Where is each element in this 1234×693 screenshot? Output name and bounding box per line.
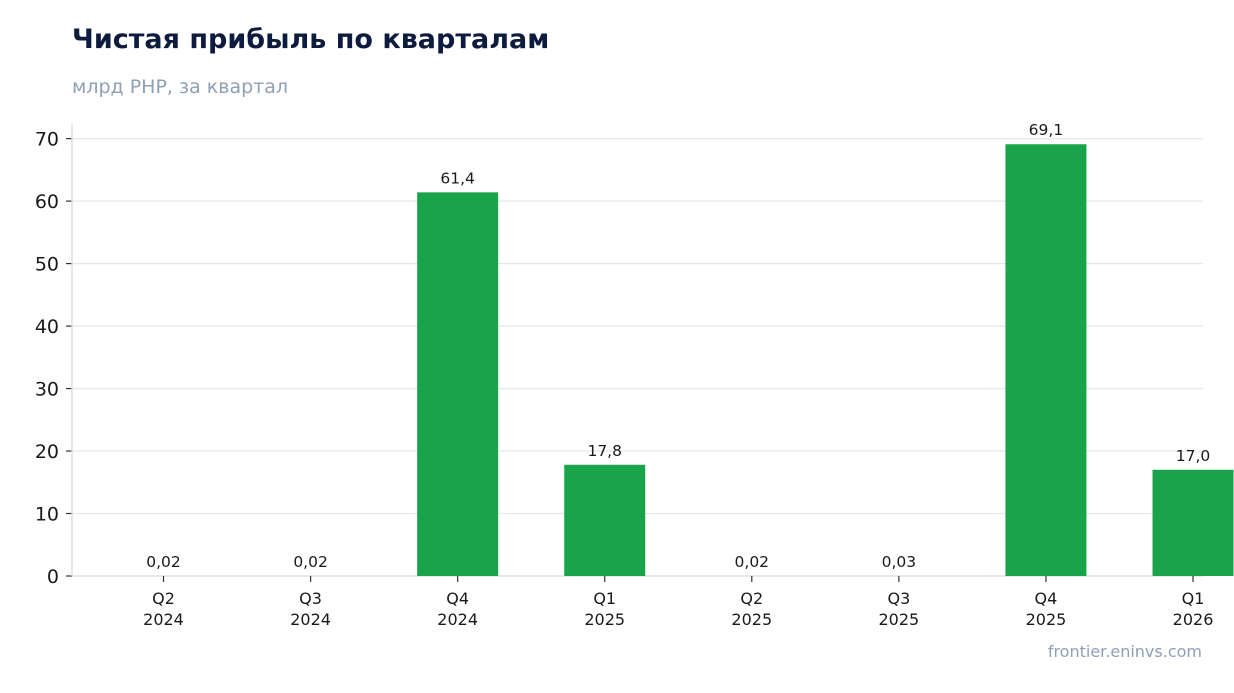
y-tick-label: 50 <box>35 254 59 276</box>
x-tick-label: 2024 <box>437 610 478 629</box>
bar <box>417 192 499 576</box>
y-tick-label: 40 <box>35 316 59 338</box>
x-tick-label: Q4 <box>446 589 469 608</box>
x-tick-label: 2026 <box>1173 610 1214 629</box>
x-tick-label: Q3 <box>299 589 322 608</box>
data-label: 0,03 <box>882 553 917 571</box>
data-label: 17,0 <box>1176 447 1211 465</box>
x-tick-label: Q2 <box>152 589 175 608</box>
x-tick-label: Q3 <box>887 589 910 608</box>
y-tick-label: 10 <box>35 504 59 526</box>
x-tick-label: 2025 <box>879 610 920 629</box>
bar <box>564 464 646 576</box>
source-label: frontier.eninvs.com <box>1047 642 1202 661</box>
bar <box>1005 144 1087 576</box>
x-tick-label: Q1 <box>593 589 616 608</box>
x-tick-label: Q2 <box>740 589 763 608</box>
x-tick-label: 2024 <box>143 610 184 629</box>
data-label: 61,4 <box>440 169 475 187</box>
y-tick-label: 20 <box>35 441 59 463</box>
data-label: 0,02 <box>735 553 770 571</box>
data-label: 17,8 <box>587 442 622 460</box>
data-label: 0,02 <box>146 553 181 571</box>
x-tick-label: 2025 <box>584 610 625 629</box>
x-tick-label: Q1 <box>1182 589 1205 608</box>
y-tick-label: 30 <box>35 379 59 401</box>
bar <box>1152 469 1234 576</box>
y-tick-label: 60 <box>35 191 59 213</box>
x-tick-label: 2025 <box>731 610 772 629</box>
y-tick-label: 70 <box>35 129 59 151</box>
x-tick-label: 2025 <box>1026 610 1067 629</box>
x-tick-label: Q4 <box>1035 589 1058 608</box>
y-tick-label: 0 <box>47 566 59 588</box>
data-label: 0,02 <box>293 553 328 571</box>
chart-title: Чистая прибыль по кварталам <box>72 24 550 55</box>
chart-subtitle: млрд РНР, за квартал <box>72 76 289 98</box>
x-tick-label: 2024 <box>290 610 331 629</box>
data-label: 69,1 <box>1029 121 1064 139</box>
